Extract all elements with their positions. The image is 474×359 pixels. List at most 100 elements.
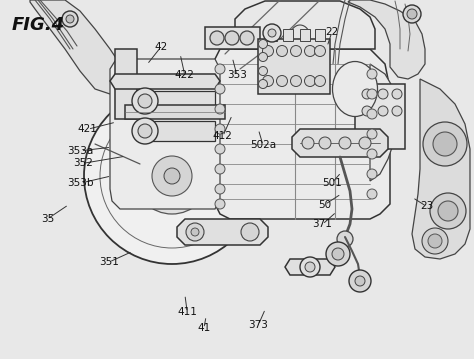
Bar <box>355 84 405 149</box>
Text: 373: 373 <box>248 320 268 330</box>
Text: 371: 371 <box>312 219 332 229</box>
Circle shape <box>215 64 225 74</box>
Circle shape <box>367 129 377 139</box>
Circle shape <box>433 132 457 156</box>
Text: 353b: 353b <box>67 178 94 188</box>
Circle shape <box>258 52 267 61</box>
Text: 353a: 353a <box>67 146 94 156</box>
Text: 422: 422 <box>175 70 195 80</box>
Circle shape <box>300 257 320 277</box>
Circle shape <box>225 31 239 45</box>
Circle shape <box>367 69 377 79</box>
Circle shape <box>332 248 344 260</box>
Text: 42: 42 <box>155 42 168 52</box>
Text: 22: 22 <box>325 27 338 37</box>
Circle shape <box>349 270 371 292</box>
Circle shape <box>215 104 225 114</box>
Circle shape <box>378 106 388 116</box>
Circle shape <box>215 164 225 174</box>
Bar <box>315 29 325 41</box>
Circle shape <box>359 137 371 149</box>
Circle shape <box>215 84 225 94</box>
Polygon shape <box>370 64 398 181</box>
Circle shape <box>403 5 421 23</box>
Circle shape <box>367 169 377 179</box>
Circle shape <box>355 276 365 286</box>
Circle shape <box>291 46 301 56</box>
Text: 41: 41 <box>197 323 210 334</box>
Circle shape <box>438 201 458 221</box>
Text: 411: 411 <box>177 307 197 317</box>
Polygon shape <box>235 1 375 49</box>
Circle shape <box>392 89 402 99</box>
Circle shape <box>326 242 350 266</box>
Text: 35: 35 <box>41 214 54 224</box>
Circle shape <box>392 106 402 116</box>
Circle shape <box>138 94 152 108</box>
Text: 50: 50 <box>318 200 331 210</box>
Bar <box>258 39 330 94</box>
Circle shape <box>362 89 372 99</box>
Circle shape <box>191 228 199 236</box>
Text: 23: 23 <box>420 201 433 211</box>
Polygon shape <box>177 219 268 245</box>
Circle shape <box>66 15 74 23</box>
Circle shape <box>315 75 326 87</box>
Circle shape <box>132 88 158 114</box>
Circle shape <box>258 66 267 75</box>
Circle shape <box>241 223 259 241</box>
Circle shape <box>367 149 377 159</box>
Circle shape <box>263 75 273 87</box>
Bar <box>205 27 260 49</box>
Text: 421: 421 <box>78 124 98 134</box>
Circle shape <box>138 124 152 138</box>
Ellipse shape <box>332 61 377 117</box>
Text: 501: 501 <box>322 178 342 188</box>
Text: 353: 353 <box>227 70 247 80</box>
Polygon shape <box>110 59 220 209</box>
Bar <box>283 29 293 41</box>
Circle shape <box>263 46 273 56</box>
Circle shape <box>215 199 225 209</box>
Circle shape <box>215 184 225 194</box>
Circle shape <box>152 156 192 196</box>
Circle shape <box>134 138 210 214</box>
Text: 352: 352 <box>73 158 93 168</box>
Polygon shape <box>285 259 335 275</box>
Circle shape <box>210 31 224 45</box>
Circle shape <box>84 88 260 264</box>
Bar <box>145 91 215 111</box>
Bar <box>115 49 137 119</box>
Text: 351: 351 <box>99 257 119 267</box>
Circle shape <box>215 144 225 154</box>
Circle shape <box>268 29 276 37</box>
Circle shape <box>367 189 377 199</box>
Ellipse shape <box>290 25 310 49</box>
Circle shape <box>258 79 267 89</box>
Bar <box>145 121 215 141</box>
Circle shape <box>423 122 467 166</box>
Polygon shape <box>292 129 388 157</box>
Circle shape <box>305 262 315 272</box>
Circle shape <box>337 231 353 247</box>
Circle shape <box>304 46 316 56</box>
Circle shape <box>186 223 204 241</box>
Circle shape <box>430 193 466 229</box>
Circle shape <box>258 39 267 48</box>
Circle shape <box>276 46 288 56</box>
Text: 412: 412 <box>213 131 233 141</box>
Circle shape <box>276 75 288 87</box>
Bar <box>267 29 277 41</box>
Bar <box>125 105 225 119</box>
Polygon shape <box>412 79 470 259</box>
Polygon shape <box>110 74 220 89</box>
Circle shape <box>302 137 314 149</box>
Circle shape <box>367 89 377 99</box>
Circle shape <box>407 9 417 19</box>
Circle shape <box>428 234 442 248</box>
Polygon shape <box>348 0 425 79</box>
Circle shape <box>304 75 316 87</box>
Circle shape <box>378 89 388 99</box>
Text: 502a: 502a <box>250 140 276 150</box>
Circle shape <box>367 109 377 119</box>
